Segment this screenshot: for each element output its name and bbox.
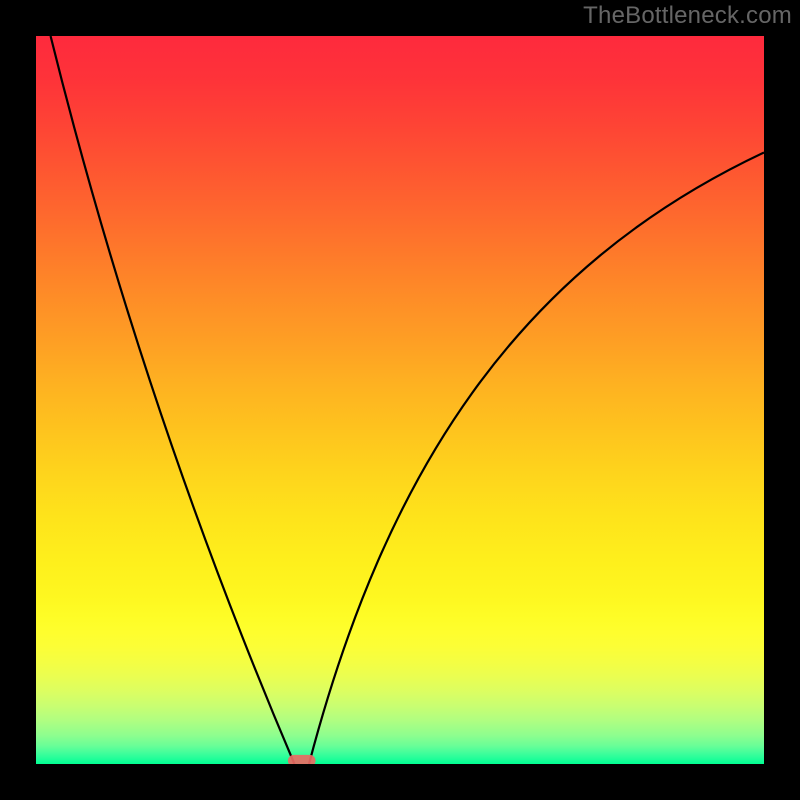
plot-svg: [36, 36, 764, 764]
gradient-background: [36, 36, 764, 764]
chart-container: TheBottleneck.com: [0, 0, 800, 800]
watermark-text: TheBottleneck.com: [583, 2, 792, 30]
vertex-marker: [288, 755, 316, 764]
plot-area: [36, 36, 764, 764]
